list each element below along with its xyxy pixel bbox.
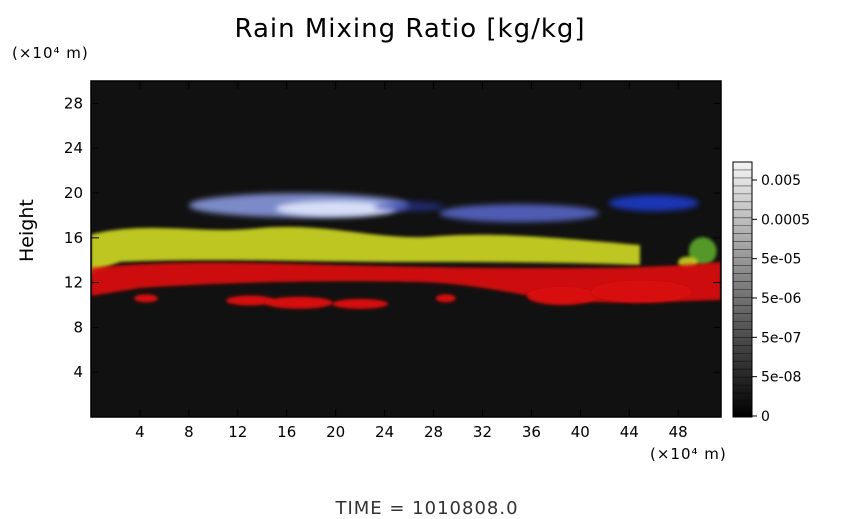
middle-layer-blob — [688, 237, 717, 266]
upper-layer-blob — [439, 204, 600, 223]
x-tick-label: 36 — [522, 423, 541, 441]
upper-layer-highlight — [275, 200, 396, 217]
y-tick-label: 16 — [64, 229, 83, 247]
y-tick-label: 28 — [64, 94, 83, 112]
x-tick-label: 32 — [473, 423, 492, 441]
plot-frame — [90, 80, 722, 418]
x-axis-unit: (×10⁴ m) — [650, 445, 727, 463]
lower-layer-blob — [332, 298, 389, 309]
y-tick-label: 12 — [64, 274, 83, 292]
upper-layer-blob — [608, 195, 699, 212]
colorbar-label: 0.0005 — [761, 212, 810, 228]
y-tick-label: 24 — [64, 139, 83, 157]
chart-title: Rain Mixing Ratio [kg/kg] — [234, 14, 586, 44]
lower-layer-blob — [591, 280, 692, 303]
colorbar-label: 0.005 — [761, 173, 801, 189]
colorbar-label: 5e-05 — [761, 252, 801, 268]
time-label: TIME = 1010808.0 — [335, 498, 519, 519]
x-tick-label: 28 — [424, 423, 443, 441]
lower-layer-blob — [134, 294, 159, 303]
colorbar-label: 5e-06 — [761, 291, 801, 307]
lower-layer-blob — [526, 287, 597, 306]
x-tick-label: 44 — [620, 423, 639, 441]
lower-layer-blob — [435, 294, 456, 303]
x-tick-label: 40 — [571, 423, 590, 441]
colorbar-label: 5e-07 — [761, 330, 801, 346]
x-tick-label: 4 — [135, 423, 145, 441]
colorbar-label: 0 — [761, 409, 770, 425]
middle-layer-band — [91, 226, 640, 274]
x-tick-label: 20 — [326, 423, 345, 441]
y-tick-label: 8 — [73, 318, 83, 336]
x-tick-label: 12 — [228, 423, 247, 441]
x-tick-label: 24 — [375, 423, 394, 441]
x-tick-label: 8 — [184, 423, 194, 441]
upper-layer-blob — [374, 201, 445, 212]
y-tick-label: 4 — [73, 363, 83, 381]
lower-layer-blob — [226, 295, 275, 306]
y-tick-label: 20 — [64, 184, 83, 202]
lower-layer-blob — [264, 296, 333, 309]
x-tick-label: 48 — [669, 423, 688, 441]
colorbar-label: 5e-08 — [761, 370, 801, 386]
x-tick-label: 16 — [277, 423, 296, 441]
y-axis-unit: (×10⁴ m) — [12, 44, 89, 62]
